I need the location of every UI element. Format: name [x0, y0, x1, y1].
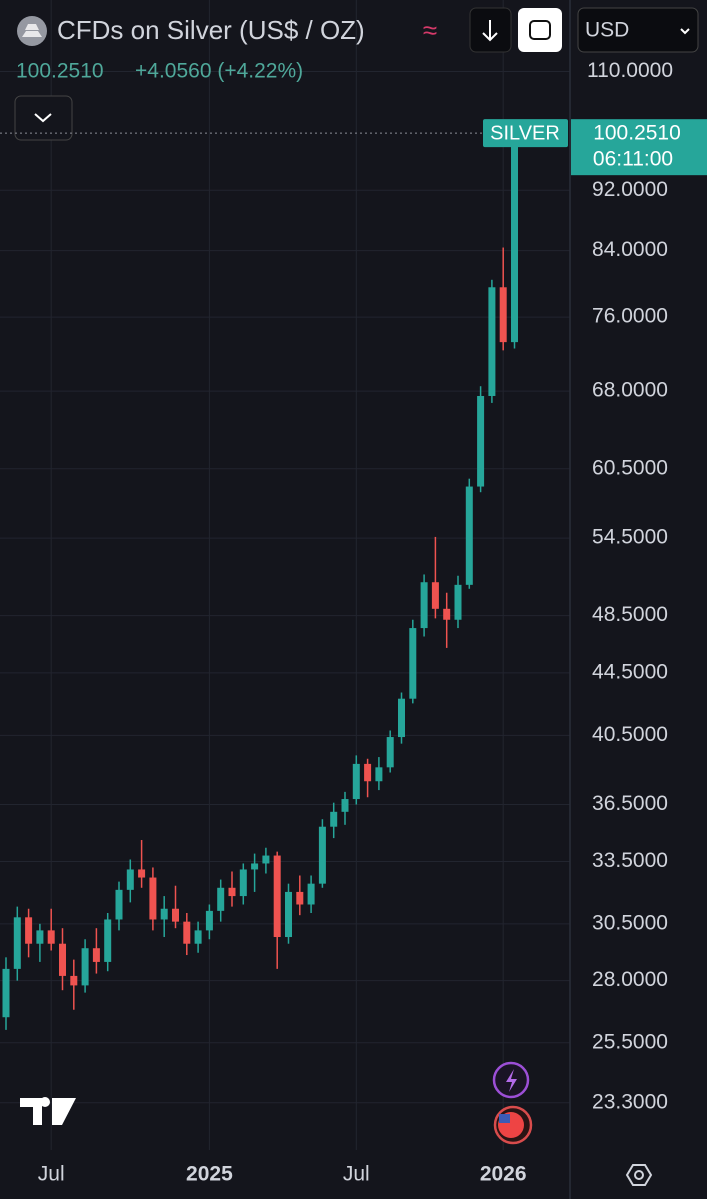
candle-body [36, 930, 44, 944]
wave-icon: ≈ [423, 15, 437, 45]
candle-body [307, 883, 315, 905]
events-bolt [506, 1069, 517, 1092]
candle-body [126, 869, 134, 890]
candle-body [488, 287, 496, 396]
x-tick-label: 2025 [186, 1163, 233, 1186]
candle-body [149, 877, 157, 920]
y-tick-label: 48.5000 [592, 603, 668, 626]
candle-body [431, 582, 439, 609]
y-tick-label: 76.0000 [592, 305, 668, 328]
y-tick-label: 54.5000 [592, 526, 668, 549]
candle-body [273, 855, 281, 938]
candle-body [420, 582, 428, 629]
candle-body [251, 863, 259, 870]
y-tick-label: 84.0000 [592, 238, 668, 261]
settings-icon[interactable] [625, 1164, 653, 1186]
candle-body [262, 855, 270, 864]
settings-icon-center [634, 1170, 644, 1180]
candle-body [454, 584, 462, 620]
change: +4.0560 (+4.22%) [135, 60, 303, 83]
candle-body [443, 608, 451, 620]
candle-body [47, 930, 55, 944]
download-icon [482, 20, 498, 42]
symbol-tag [483, 119, 568, 148]
candle-body [2, 968, 10, 1018]
candle-body [81, 948, 89, 986]
candle-body [386, 737, 394, 768]
candle-body [92, 948, 100, 962]
y-tick-label: 92.0000 [592, 178, 668, 201]
candle-body [352, 763, 360, 800]
price-tag [571, 119, 707, 176]
candle-body [477, 395, 485, 487]
candle-body [499, 287, 507, 343]
candle-body [25, 917, 33, 944]
y-tick-label: 30.5000 [592, 911, 668, 934]
candle-body [115, 889, 123, 920]
fullscreen-button[interactable] [518, 8, 562, 52]
x-tick-label: Jul [38, 1163, 65, 1186]
currency-caret [680, 28, 690, 35]
candle-body [59, 943, 66, 976]
y-tick-label: 110.0000 [587, 59, 673, 82]
candle-body [104, 919, 112, 962]
candle-body [205, 910, 213, 931]
candle-body [409, 628, 417, 699]
candle-body [398, 698, 405, 738]
candle-body [172, 908, 179, 922]
symbol-icon-bars [22, 24, 42, 37]
chart-title: CFDs on Silver (US$ / OZ) [57, 15, 365, 45]
candle-body [239, 869, 247, 897]
candle-body [228, 887, 236, 897]
y-tick-label: 60.5000 [592, 456, 668, 479]
y-tick-label: 33.5000 [592, 849, 668, 872]
y-tick-label: 23.3000 [592, 1090, 668, 1113]
fullscreen-icon [529, 20, 551, 40]
y-tick-label: 68.0000 [592, 379, 668, 402]
candle-body [13, 917, 21, 969]
candle-body [465, 486, 473, 585]
symbol-tag-label: SILVER [490, 122, 560, 144]
candle-body [194, 930, 202, 944]
candle-body [375, 767, 383, 782]
candle-body [217, 887, 225, 911]
currency-label: USD [585, 19, 629, 42]
flag-canton [499, 1114, 510, 1123]
y-tick-label: 28.0000 [592, 968, 668, 991]
x-tick-label: 2026 [480, 1163, 527, 1186]
y-tick-label: 44.5000 [592, 660, 668, 683]
tradingview-logo-dot [40, 1097, 50, 1107]
y-tick-label: 40.5000 [592, 723, 668, 746]
currency-select[interactable] [577, 7, 699, 53]
candle-body [138, 869, 146, 878]
candle-body [330, 811, 338, 827]
candle-body [296, 891, 304, 905]
candles [2, 131, 518, 1030]
collapse-icon [34, 113, 52, 123]
candle-body [364, 763, 372, 782]
candle-body [160, 908, 168, 920]
candle-body [341, 799, 349, 812]
y-tick-label: 36.5000 [592, 792, 668, 815]
candle-body [318, 826, 326, 884]
candle-body [70, 975, 78, 986]
quote: 100.2510 [16, 60, 104, 83]
collapse-button[interactable] [14, 95, 73, 141]
candle-body [183, 921, 191, 944]
price-tag-label: 100.2510 [593, 122, 681, 145]
candle-body [285, 891, 292, 938]
grid [0, 0, 570, 1150]
tradingview-logo [20, 1098, 76, 1125]
countdown-label: 06:11:00 [593, 148, 673, 171]
candle-body [511, 133, 518, 343]
x-tick-label: Jul [343, 1163, 370, 1186]
y-tick-label: 25.5000 [592, 1030, 668, 1053]
